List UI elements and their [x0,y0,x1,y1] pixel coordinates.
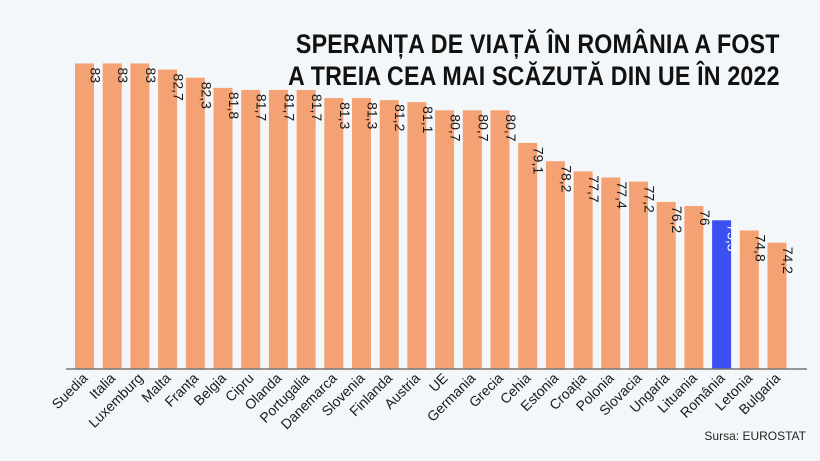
value-label: 80,7 [448,114,464,141]
category-label: Belgia [190,370,229,409]
value-label: 80,7 [475,114,491,141]
value-label: 81,8 [226,92,242,119]
bar [407,102,427,369]
bar [75,63,94,369]
value-label: 74,8 [752,234,768,261]
bar [268,89,288,369]
value-label: 77,4 [614,182,630,209]
value-label: 83 [115,67,131,83]
value-label: 76,2 [669,206,685,233]
value-label: 81,7 [309,94,325,121]
bar [767,242,787,369]
value-label: 81,3 [365,102,381,129]
value-label: 82,3 [198,82,214,109]
source-note: Sursa: EUROSTAT [704,429,806,443]
value-label: 82,7 [171,74,187,101]
bar [656,201,676,369]
value-label: 81,2 [392,104,408,131]
bar [130,63,150,369]
bar [545,161,565,369]
title-line-1: SPERANȚA DE VIAȚĂ ÎN ROMÂNIA A FOST [296,29,780,59]
bar [462,110,482,370]
value-label: 80,7 [503,114,519,141]
bar [601,177,621,369]
bar [296,89,316,369]
bar [379,100,399,369]
value-label: 79,1 [531,147,547,174]
bar [241,89,261,369]
bar [739,230,759,369]
bar [352,98,371,369]
value-label: 81,1 [420,106,436,133]
value-label: 78,2 [558,165,574,192]
value-label: 81,3 [337,102,353,129]
value-label: 81,7 [254,94,270,121]
bar [490,110,510,370]
bar [712,220,732,369]
category-label: Suedia [48,370,90,412]
bar [629,181,648,369]
bar [435,110,455,370]
title-line-2: A TREIA CEA MAI SCĂZUTĂ DIN UE ÎN 2022 [288,61,780,91]
value-label: 83 [88,67,104,83]
chart-title: SPERANȚA DE VIAȚĂ ÎN ROMÂNIA A FOST A TR… [288,28,780,92]
bar [185,77,205,370]
bar [158,69,178,369]
value-label: 77,2 [642,186,658,213]
value-label: 77,7 [586,175,602,202]
value-label: 76 [697,210,713,226]
value-label: 83 [143,67,159,83]
value-label: 75,3 [725,224,741,251]
bar [213,87,233,370]
value-label: 74,2 [780,247,796,274]
bar [102,63,122,369]
bar [573,171,593,369]
bar [684,206,704,369]
bar [324,98,344,369]
bar [518,142,538,369]
value-label: 81,7 [281,94,297,121]
